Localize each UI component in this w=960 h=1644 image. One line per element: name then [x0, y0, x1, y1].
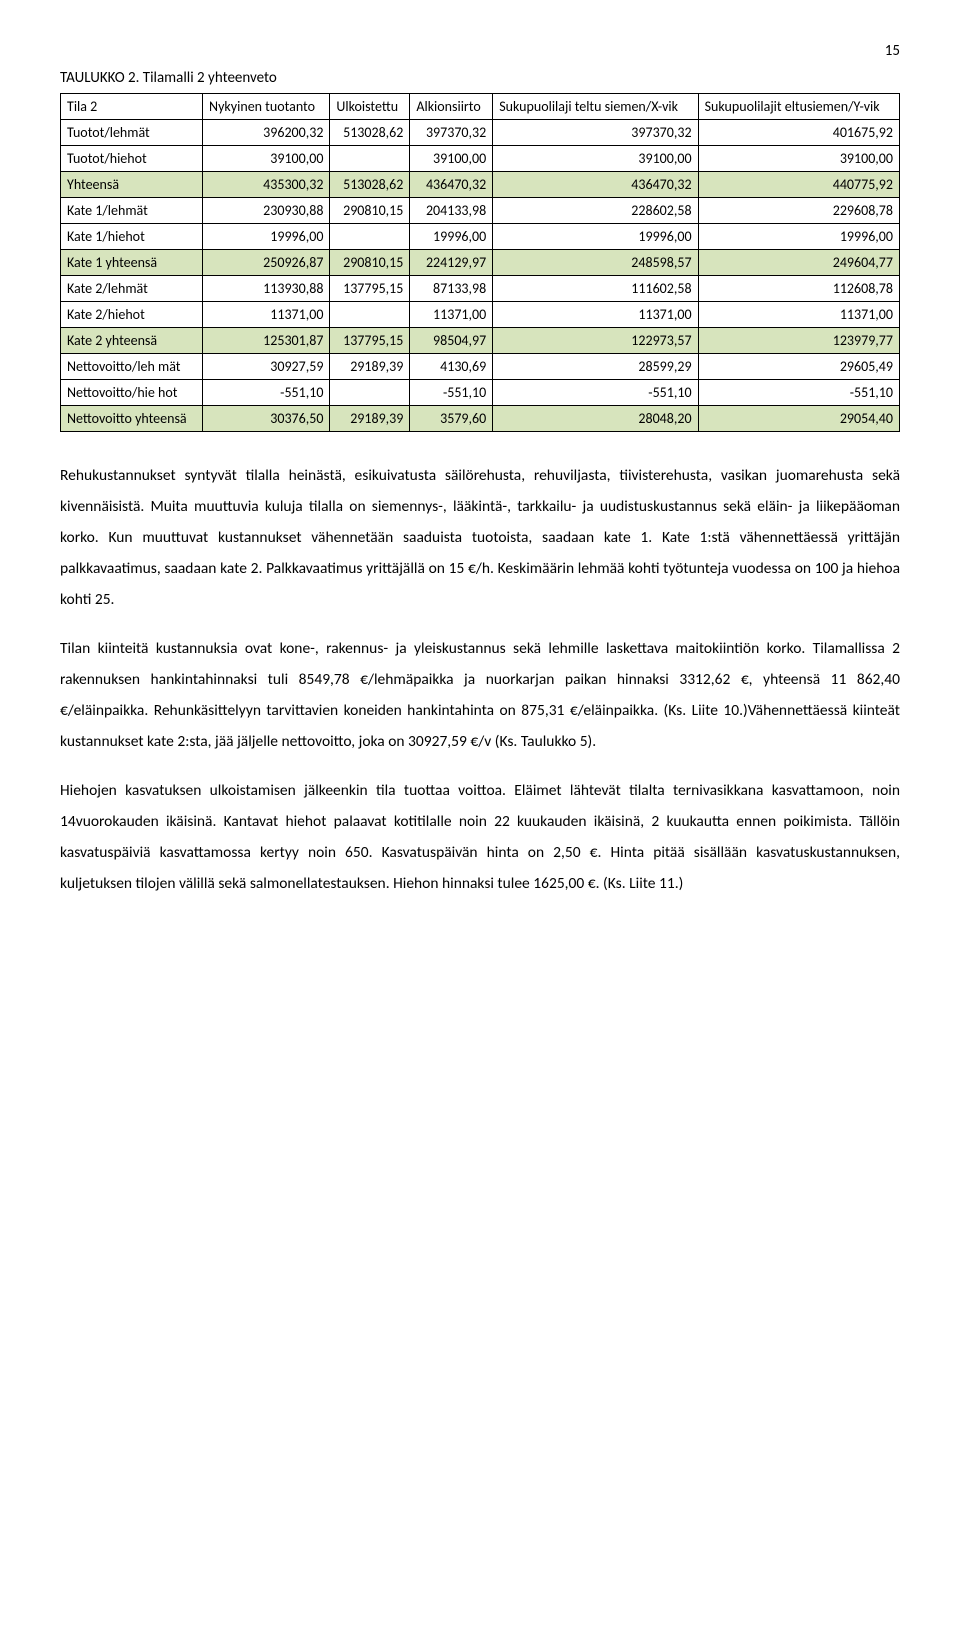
table-cell: 39100,00	[203, 146, 330, 172]
col-header: Nykyinen tuotanto	[203, 94, 330, 120]
table-cell: 137795,15	[330, 276, 410, 302]
table-cell: 30376,50	[203, 406, 330, 432]
table-cell: 28048,20	[493, 406, 698, 432]
table-cell: 29189,39	[330, 354, 410, 380]
table-cell: 290810,15	[330, 198, 410, 224]
table-row: Kate 1/hiehot19996,0019996,0019996,00199…	[61, 224, 900, 250]
table-cell: -551,10	[203, 380, 330, 406]
table-cell: 290810,15	[330, 250, 410, 276]
table-cell: 125301,87	[203, 328, 330, 354]
table-cell: Tuotot/hiehot	[61, 146, 203, 172]
table-cell: Kate 2/hiehot	[61, 302, 203, 328]
table-cell: 29189,39	[330, 406, 410, 432]
table-row: Tuotot/hiehot39100,0039100,0039100,00391…	[61, 146, 900, 172]
table-cell: 113930,88	[203, 276, 330, 302]
table-cell: Kate 1/hiehot	[61, 224, 203, 250]
table-cell: 39100,00	[493, 146, 698, 172]
table-header-row: Tila 2 Nykyinen tuotanto Ulkoistettu Alk…	[61, 94, 900, 120]
table-cell: Kate 1 yhteensä	[61, 250, 203, 276]
table-cell: 248598,57	[493, 250, 698, 276]
col-header: Sukupuolilajit eltusiemen/Y-vik	[698, 94, 899, 120]
table-cell: 137795,15	[330, 328, 410, 354]
table-cell: Kate 2 yhteensä	[61, 328, 203, 354]
table-cell	[330, 302, 410, 328]
table-cell: -551,10	[698, 380, 899, 406]
table-cell: 397370,32	[410, 120, 493, 146]
table-row: Nettovoitto yhteensä30376,5029189,393579…	[61, 406, 900, 432]
table-title: TAULUKKO 2. Tilamalli 2 yhteenveto	[60, 67, 900, 90]
table-cell: 30927,59	[203, 354, 330, 380]
table-cell: 436470,32	[410, 172, 493, 198]
table-cell: 19996,00	[203, 224, 330, 250]
table-cell	[330, 146, 410, 172]
table-cell: 230930,88	[203, 198, 330, 224]
table-cell: 19996,00	[410, 224, 493, 250]
table-cell: 122973,57	[493, 328, 698, 354]
col-header: Sukupuolilaji teltu siemen/X-vik	[493, 94, 698, 120]
table-cell: 401675,92	[698, 120, 899, 146]
table-cell: Nettovoitto yhteensä	[61, 406, 203, 432]
paragraph: Tilan kiinteitä kustannuksia ovat kone-,…	[60, 633, 900, 757]
table-row: Tuotot/lehmät396200,32513028,62397370,32…	[61, 120, 900, 146]
table-cell: -551,10	[493, 380, 698, 406]
table-row: Kate 2/hiehot11371,0011371,0011371,00113…	[61, 302, 900, 328]
table-cell: -551,10	[410, 380, 493, 406]
col-header: Ulkoistettu	[330, 94, 410, 120]
table-row: Kate 1 yhteensä250926,87290810,15224129,…	[61, 250, 900, 276]
table-cell: 29054,40	[698, 406, 899, 432]
table-cell: 39100,00	[698, 146, 899, 172]
table-cell: 98504,97	[410, 328, 493, 354]
table-cell: 513028,62	[330, 120, 410, 146]
table-cell: 29605,49	[698, 354, 899, 380]
table-cell: 19996,00	[493, 224, 698, 250]
col-header: Alkionsiirto	[410, 94, 493, 120]
table-cell	[330, 380, 410, 406]
table-cell: 11371,00	[410, 302, 493, 328]
paragraph: Hiehojen kasvatuksen ulkoistamisen jälke…	[60, 775, 900, 899]
table-cell: Yhteensä	[61, 172, 203, 198]
table-cell: 3579,60	[410, 406, 493, 432]
table-cell: 11371,00	[493, 302, 698, 328]
table-cell: 87133,98	[410, 276, 493, 302]
table-row: Kate 2/lehmät113930,88137795,1587133,981…	[61, 276, 900, 302]
table-cell: 396200,32	[203, 120, 330, 146]
table-cell	[330, 224, 410, 250]
table-cell: Kate 1/lehmät	[61, 198, 203, 224]
table-row: Nettovoitto/leh mät30927,5929189,394130,…	[61, 354, 900, 380]
table-cell: 228602,58	[493, 198, 698, 224]
data-table: Tila 2 Nykyinen tuotanto Ulkoistettu Alk…	[60, 93, 900, 432]
table-row: Kate 1/lehmät230930,88290810,15204133,98…	[61, 198, 900, 224]
table-cell: 250926,87	[203, 250, 330, 276]
table-cell: 39100,00	[410, 146, 493, 172]
table-cell: 19996,00	[698, 224, 899, 250]
table-row: Yhteensä435300,32513028,62436470,3243647…	[61, 172, 900, 198]
table-cell: 112608,78	[698, 276, 899, 302]
page-number: 15	[60, 40, 900, 63]
table-cell: 204133,98	[410, 198, 493, 224]
table-cell: 436470,32	[493, 172, 698, 198]
table-cell: 11371,00	[698, 302, 899, 328]
table-cell: Nettovoitto/leh mät	[61, 354, 203, 380]
table-cell: Tuotot/lehmät	[61, 120, 203, 146]
paragraph: Rehukustannukset syntyvät tilalla heinäs…	[60, 460, 900, 615]
table-cell: 229608,78	[698, 198, 899, 224]
table-cell: 224129,97	[410, 250, 493, 276]
table-cell: 513028,62	[330, 172, 410, 198]
table-cell: 28599,29	[493, 354, 698, 380]
table-row: Nettovoitto/hie hot-551,10-551,10-551,10…	[61, 380, 900, 406]
table-cell: 11371,00	[203, 302, 330, 328]
table-cell: 111602,58	[493, 276, 698, 302]
table-row: Kate 2 yhteensä125301,87137795,1598504,9…	[61, 328, 900, 354]
table-cell: 123979,77	[698, 328, 899, 354]
col-header: Tila 2	[61, 94, 203, 120]
table-cell: 440775,92	[698, 172, 899, 198]
table-cell: 397370,32	[493, 120, 698, 146]
body-text: Rehukustannukset syntyvät tilalla heinäs…	[60, 460, 900, 899]
table-cell: 4130,69	[410, 354, 493, 380]
table-cell: 435300,32	[203, 172, 330, 198]
table-cell: 249604,77	[698, 250, 899, 276]
table-cell: Kate 2/lehmät	[61, 276, 203, 302]
table-cell: Nettovoitto/hie hot	[61, 380, 203, 406]
